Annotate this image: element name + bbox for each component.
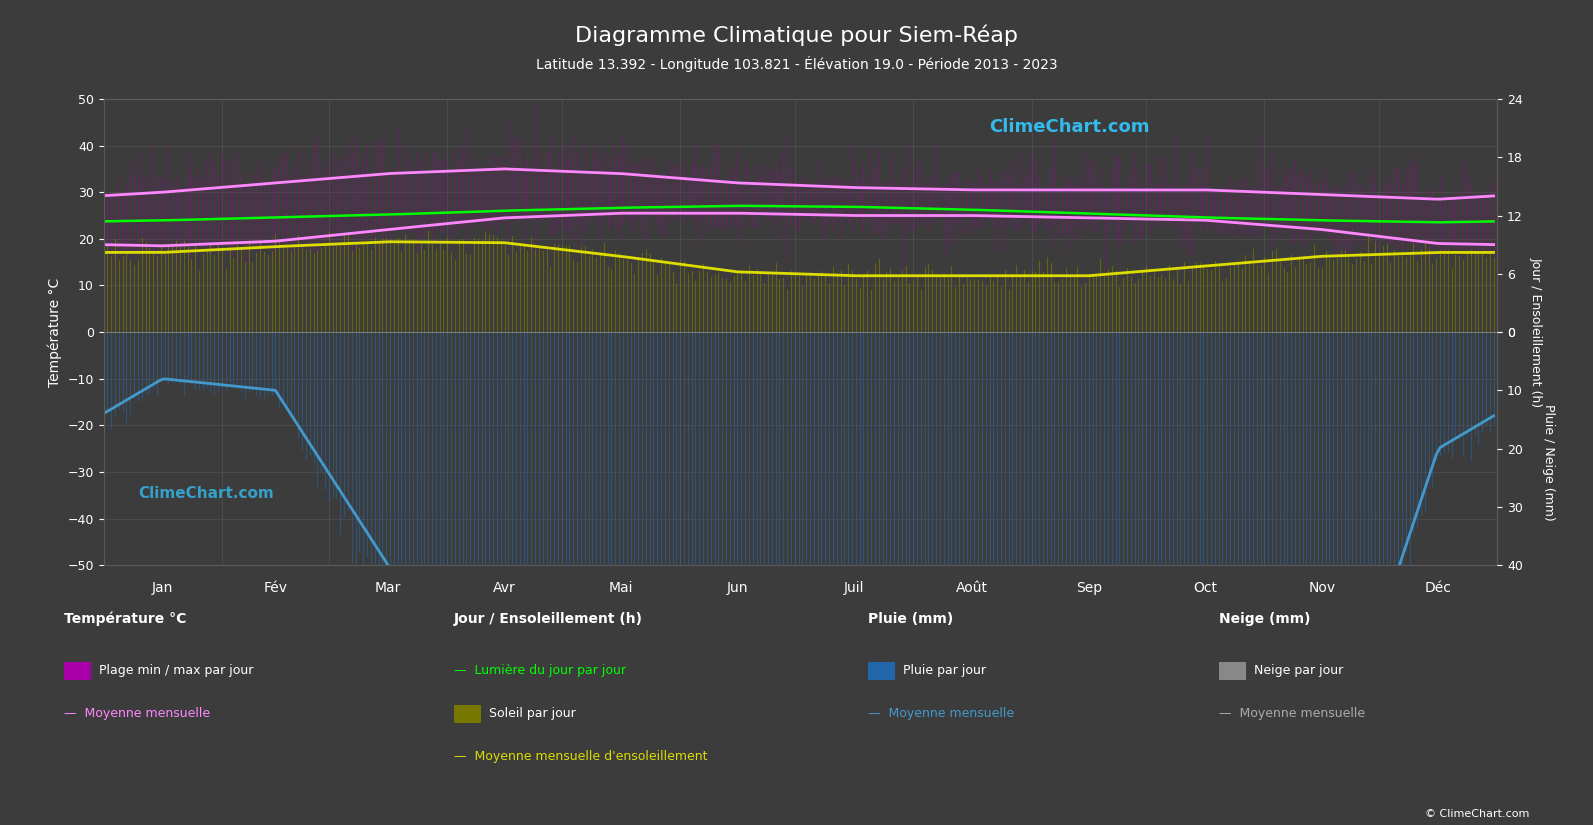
- Text: Jour / Ensoleillement (h): Jour / Ensoleillement (h): [454, 612, 644, 626]
- Y-axis label: Température °C: Température °C: [48, 277, 62, 387]
- Text: —  Moyenne mensuelle: — Moyenne mensuelle: [64, 707, 210, 720]
- Text: —  Moyenne mensuelle: — Moyenne mensuelle: [868, 707, 1015, 720]
- Text: Neige (mm): Neige (mm): [1219, 612, 1309, 626]
- Text: Juil: Juil: [844, 582, 863, 596]
- Text: Jun: Jun: [726, 582, 749, 596]
- Text: Jan: Jan: [151, 582, 174, 596]
- Text: Nov: Nov: [1308, 582, 1335, 596]
- Text: —  Moyenne mensuelle d'ensoleillement: — Moyenne mensuelle d'ensoleillement: [454, 750, 707, 763]
- Text: Pluie / Neige (mm): Pluie / Neige (mm): [1542, 403, 1555, 521]
- Text: Pluie par jour: Pluie par jour: [903, 664, 986, 677]
- Text: Déc: Déc: [1424, 582, 1451, 596]
- Text: Mai: Mai: [609, 582, 634, 596]
- Y-axis label: Jour / Ensoleillement (h): Jour / Ensoleillement (h): [1529, 257, 1542, 407]
- Text: Diagramme Climatique pour Siem-Réap: Diagramme Climatique pour Siem-Réap: [575, 25, 1018, 46]
- Text: Fév: Fév: [263, 582, 287, 596]
- Text: Soleil par jour: Soleil par jour: [489, 707, 575, 720]
- Text: —  Lumière du jour par jour: — Lumière du jour par jour: [454, 664, 626, 677]
- Text: Oct: Oct: [1193, 582, 1217, 596]
- Text: Sep: Sep: [1075, 582, 1102, 596]
- Text: Température °C: Température °C: [64, 611, 186, 626]
- Text: ClimeChart.com: ClimeChart.com: [139, 486, 274, 501]
- Text: © ClimeChart.com: © ClimeChart.com: [1424, 808, 1529, 818]
- Text: Août: Août: [956, 582, 988, 596]
- Text: Plage min / max par jour: Plage min / max par jour: [99, 664, 253, 677]
- Text: Avr: Avr: [494, 582, 516, 596]
- Text: Latitude 13.392 - Longitude 103.821 - Élévation 19.0 - Période 2013 - 2023: Latitude 13.392 - Longitude 103.821 - Él…: [535, 55, 1058, 72]
- Text: Neige par jour: Neige par jour: [1254, 664, 1343, 677]
- Text: Mar: Mar: [374, 582, 401, 596]
- Text: ClimeChart.com: ClimeChart.com: [989, 118, 1149, 135]
- Text: —  Moyenne mensuelle: — Moyenne mensuelle: [1219, 707, 1365, 720]
- Text: Pluie (mm): Pluie (mm): [868, 612, 954, 626]
